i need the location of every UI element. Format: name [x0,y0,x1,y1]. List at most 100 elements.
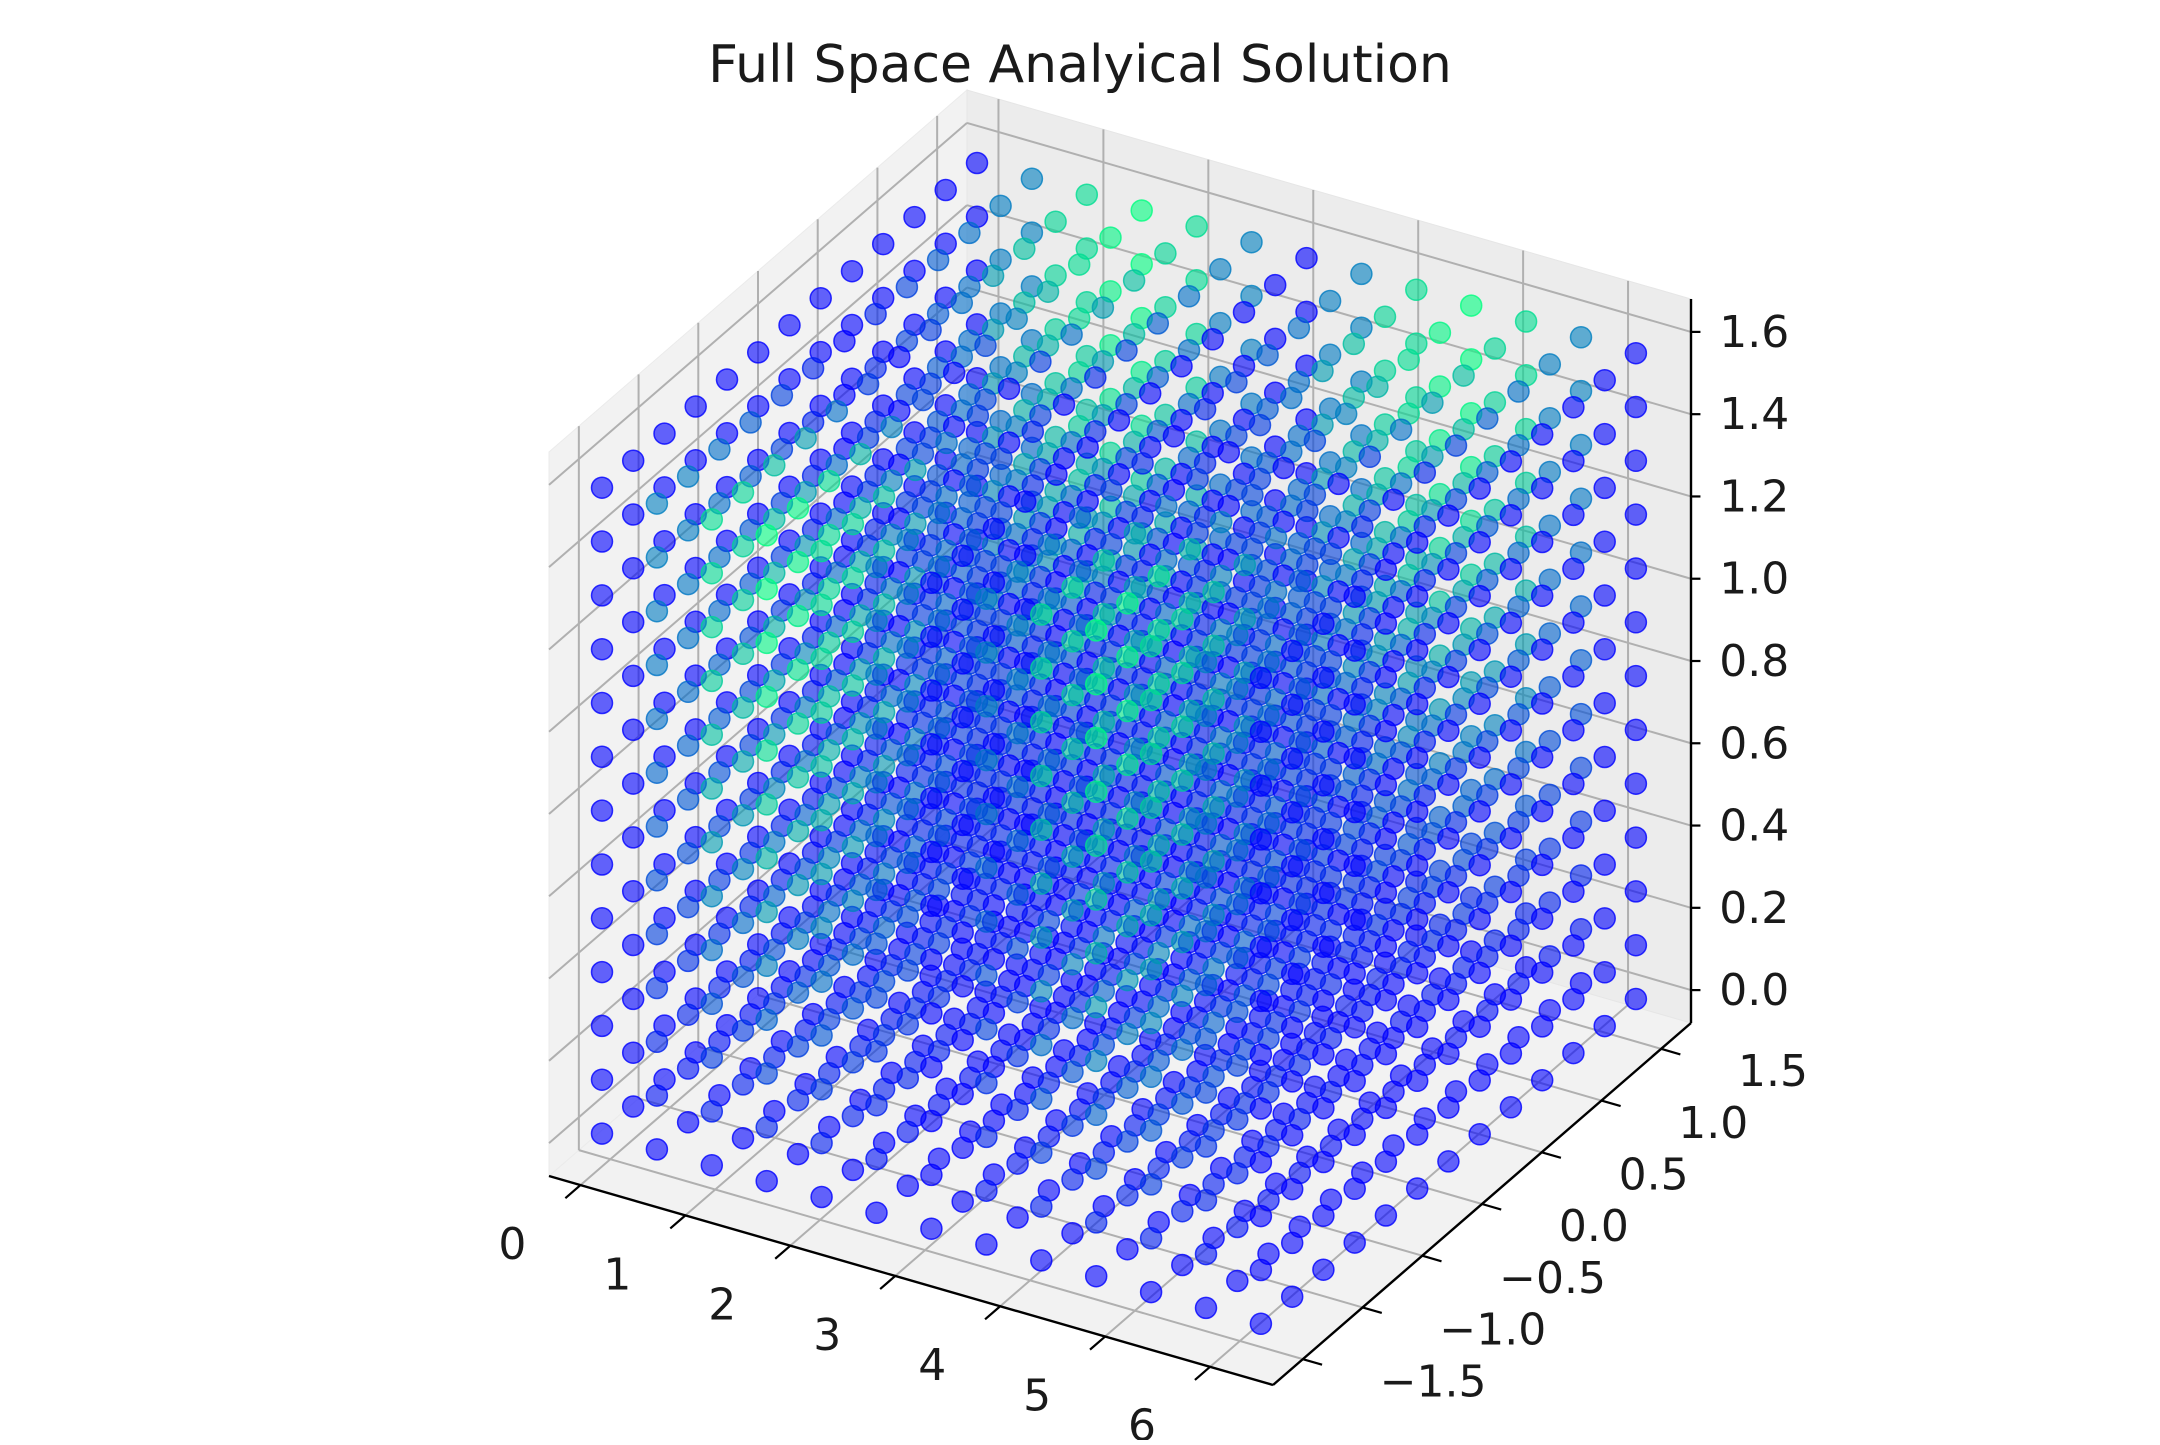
data-point [1374,1204,1398,1227]
data-point [975,856,998,880]
data-point [841,1104,865,1128]
z-tick-label: 0.0 [1719,965,1789,1016]
data-point [684,395,707,418]
data-point [1185,215,1208,238]
data-point [1036,280,1060,303]
data-point [700,723,724,746]
data-point [645,869,669,892]
data-point [1146,312,1170,335]
data-point [1241,483,1264,507]
data-point [920,679,943,702]
data-point [801,357,825,380]
data-point [621,772,645,795]
data-point [1139,634,1163,658]
data-point [1044,210,1067,233]
data-point [951,1028,974,1052]
x-axis-line [548,1174,1274,1387]
data-point [966,404,990,428]
data-point [645,815,669,838]
data-point [731,534,755,558]
data-point [1139,742,1163,766]
data-point [1061,1060,1084,1084]
data-point [1468,477,1491,500]
data-point [1264,526,1288,550]
data-point [1091,296,1115,319]
data-point [1139,688,1163,712]
data-point [1116,968,1139,992]
data-point [1226,1269,1249,1293]
data-point [810,701,833,724]
data-point [621,449,645,472]
data-point [755,900,778,924]
data-point [755,1062,778,1085]
data-point [1624,341,1648,365]
data-point [1459,294,1483,317]
data-point [920,1002,943,1025]
data-point [590,853,614,876]
data-point [645,707,669,731]
data-point [1225,370,1248,394]
data-point [1226,1054,1249,1077]
data-point [841,889,865,913]
data-point [1593,853,1616,876]
data-point [590,584,614,607]
data-point [786,658,810,681]
data-point [708,438,731,461]
data-point [1061,899,1084,922]
data-point [865,824,888,848]
data-point [1139,1119,1163,1142]
data-point [810,970,833,993]
data-point [786,550,810,574]
data-point [1084,995,1108,1019]
data-point [1194,812,1218,835]
data-point [951,1190,974,1213]
data-point [975,748,998,772]
data-point [950,291,974,315]
x-tick-label: 0 [498,1219,526,1270]
data-point [1437,719,1460,743]
data-point [755,577,778,601]
data-point [1405,639,1429,662]
data-point [1171,661,1194,685]
data-point [1499,1096,1523,1119]
data-point [1013,490,1037,513]
data-point [1006,721,1029,745]
data-point [1171,607,1194,631]
data-point [1624,395,1648,419]
data-point [1312,1258,1335,1281]
data-point [1099,226,1122,249]
data-point [975,910,998,933]
data-point [1171,1146,1194,1169]
x-tick-label: 3 [813,1310,841,1361]
data-point [1061,1114,1084,1137]
data-point [1530,530,1554,554]
data-point [1405,908,1429,931]
data-point [1499,504,1523,527]
data-point [1280,908,1304,932]
y-tick-label: −1.5 [1380,1356,1487,1407]
data-point [1312,1150,1335,1174]
data-point [1296,499,1319,523]
data-point [1405,854,1429,877]
data-point [590,1122,614,1145]
data-point [1624,449,1648,473]
data-point [810,593,833,617]
x-tick-tick [1194,1365,1211,1381]
data-point [1116,807,1139,830]
data-point [920,894,943,918]
data-point [1006,1206,1029,1229]
data-point [959,474,982,498]
data-point [1171,823,1194,846]
data-point [1171,769,1194,792]
data-point [755,631,778,655]
data-point [849,442,872,466]
data-point [676,895,700,919]
data-point [1405,1123,1429,1146]
data-point [1593,584,1616,607]
data-point [810,862,833,886]
data-point [1280,639,1304,663]
data-point [841,997,865,1020]
data-point [951,975,974,998]
data-point [1562,826,1585,850]
data-point [1351,515,1374,539]
